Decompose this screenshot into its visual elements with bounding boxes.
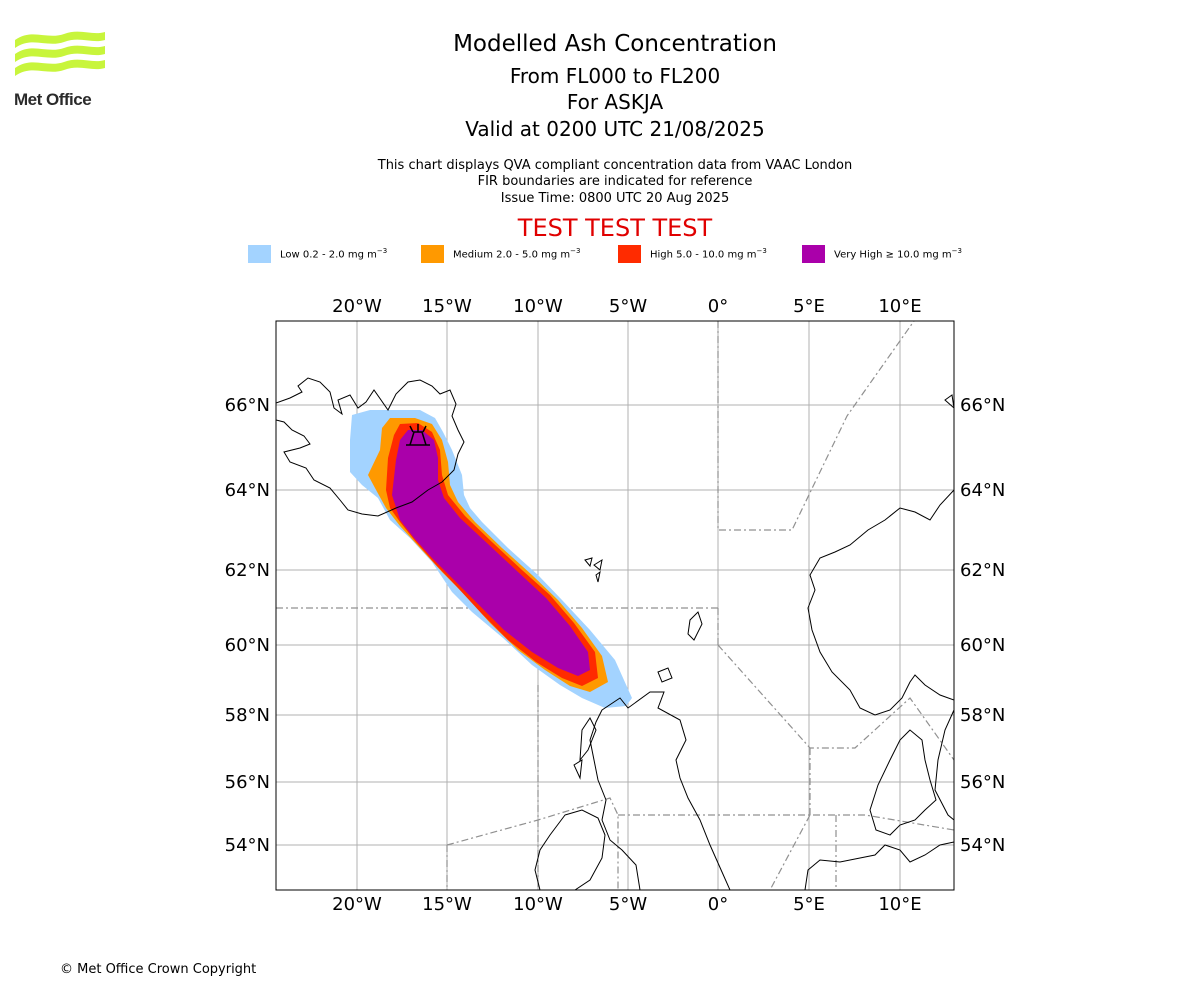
legend-exp-high: −3 bbox=[756, 247, 767, 256]
lon-ticks-top: 20°W 15°W 10°W 5°W 0° 5°E 10°E bbox=[332, 296, 921, 317]
denmark-coast bbox=[869, 729, 937, 836]
volcano-icon bbox=[406, 424, 430, 446]
description-line-2: FIR boundaries are indicated for referen… bbox=[477, 174, 753, 189]
shetland bbox=[687, 611, 703, 641]
lon-tick-bottom-0: 20°W bbox=[332, 894, 382, 915]
legend-item-very-high: Very High ≥ 10.0 mg m−3 bbox=[802, 244, 962, 264]
met-office-logo: Met Office bbox=[12, 28, 112, 114]
lon-tick-top-4: 0° bbox=[708, 296, 728, 317]
lat-tick-left-1: 64°N bbox=[225, 480, 270, 501]
ireland-coast bbox=[534, 809, 606, 890]
north-europe-coast bbox=[804, 841, 954, 890]
legend-swatch-very-high bbox=[802, 245, 825, 263]
ash-very-high-area bbox=[392, 430, 590, 676]
sweden-coast bbox=[934, 709, 954, 821]
flight-level-range: From FL000 to FL200 bbox=[509, 64, 721, 88]
legend-label-high: High 5.0 - 10.0 mg m bbox=[650, 249, 757, 261]
iceland-coast bbox=[276, 377, 465, 517]
lon-tick-top-1: 15°W bbox=[422, 296, 472, 317]
lon-tick-bottom-6: 10°E bbox=[878, 894, 921, 915]
legend-label-low: Low 0.2 - 2.0 mg m bbox=[280, 249, 377, 261]
legend-swatch-high bbox=[618, 245, 641, 263]
lon-tick-top-3: 5°W bbox=[609, 296, 647, 317]
lat-tick-right-3: 60°N bbox=[960, 635, 1005, 656]
lat-tick-right-6: 54°N bbox=[960, 835, 1005, 856]
legend-label-medium: Medium 2.0 - 5.0 mg m bbox=[453, 249, 571, 261]
volcano-name: For ASKJA bbox=[566, 90, 664, 114]
legend-item-high: High 5.0 - 10.0 mg m−3 bbox=[618, 244, 767, 264]
lat-tick-left-0: 66°N bbox=[225, 395, 270, 416]
issue-time: Issue Time: 0800 UTC 20 Aug 2025 bbox=[500, 191, 730, 206]
shetland-north bbox=[944, 394, 954, 409]
map-frame bbox=[275, 320, 955, 891]
lon-tick-bottom-3: 5°W bbox=[609, 894, 647, 915]
lon-tick-bottom-2: 10°W bbox=[513, 894, 563, 915]
lat-tick-left-5: 56°N bbox=[225, 772, 270, 793]
legend-swatch-medium bbox=[421, 245, 444, 263]
lat-tick-right-2: 62°N bbox=[960, 560, 1005, 581]
lat-tick-left-4: 58°N bbox=[225, 705, 270, 726]
met-office-waves-icon bbox=[15, 31, 105, 76]
legend-swatch-low bbox=[248, 245, 271, 263]
copyright-notice: © Met Office Crown Copyright bbox=[60, 962, 257, 977]
description-line-1: This chart displays QVA compliant concen… bbox=[377, 158, 853, 173]
lat-ticks-left: 66°N 64°N 62°N 60°N 58°N 56°N 54°N bbox=[225, 395, 270, 856]
faroe-islands bbox=[584, 557, 603, 583]
orkney bbox=[657, 667, 673, 683]
lat-tick-right-0: 66°N bbox=[960, 395, 1005, 416]
lat-tick-right-5: 56°N bbox=[960, 772, 1005, 793]
scotland-coast bbox=[589, 691, 731, 890]
coastlines bbox=[276, 377, 954, 890]
lon-tick-bottom-5: 5°E bbox=[793, 894, 825, 915]
lat-tick-right-4: 58°N bbox=[960, 705, 1005, 726]
legend-item-medium: Medium 2.0 - 5.0 mg m−3 bbox=[421, 244, 580, 264]
lon-tick-bottom-4: 0° bbox=[708, 894, 728, 915]
lon-tick-top-6: 10°E bbox=[878, 296, 921, 317]
legend-exp-very-high: −3 bbox=[951, 247, 962, 256]
legend-exp-low: −3 bbox=[376, 247, 388, 256]
norway-coast bbox=[807, 489, 954, 716]
map-background bbox=[276, 321, 954, 890]
lat-tick-right-1: 64°N bbox=[960, 480, 1005, 501]
lon-tick-top-0: 20°W bbox=[332, 296, 382, 317]
lon-ticks-bottom: 20°W 15°W 10°W 5°W 0° 5°E 10°E bbox=[332, 894, 921, 915]
legend-label-very-high: Very High ≥ 10.0 mg m bbox=[834, 249, 952, 261]
legend-item-low: Low 0.2 - 2.0 mg m−3 bbox=[248, 244, 387, 264]
legend-exp-medium: −3 bbox=[570, 247, 581, 256]
lat-tick-left-6: 54°N bbox=[225, 835, 270, 856]
lat-ticks-right: 66°N 64°N 62°N 60°N 58°N 56°N 54°N bbox=[960, 395, 1005, 856]
ash-map: 20°W 15°W 10°W 5°W 0° 5°E 10°E 20°W 15°W… bbox=[210, 290, 1030, 920]
lon-tick-top-2: 10°W bbox=[513, 296, 563, 317]
lat-tick-left-3: 60°N bbox=[225, 635, 270, 656]
lat-tick-left-2: 62°N bbox=[225, 560, 270, 581]
valid-time: Valid at 0200 UTC 21/08/2025 bbox=[465, 117, 765, 141]
test-banner: TEST TEST TEST bbox=[517, 214, 713, 242]
logo-text: Met Office bbox=[14, 90, 92, 109]
ash-map-svg: 20°W 15°W 10°W 5°W 0° 5°E 10°E 20°W 15°W… bbox=[225, 296, 1006, 915]
chart-title: Modelled Ash Concentration bbox=[453, 31, 777, 57]
hebrides bbox=[573, 717, 597, 780]
lon-tick-top-5: 5°E bbox=[793, 296, 825, 317]
lon-tick-bottom-1: 15°W bbox=[422, 894, 472, 915]
